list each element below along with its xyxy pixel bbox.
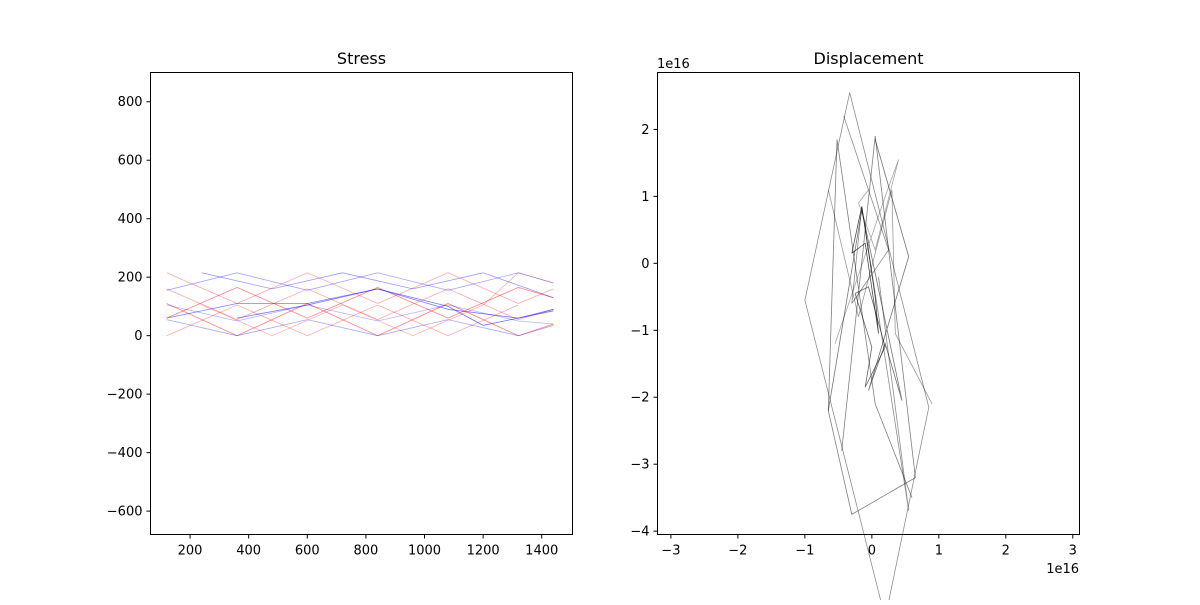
stress-y-tick-label: −200 [107,388,143,403]
displacement-series-7 [854,286,886,388]
displacement-axes: Displacement −3 −2 −1 0 1 2 3 −4 −3 −2 −1 0 1 2 1e16… [630,49,1080,605]
displacement-series-5 [843,115,910,512]
stress-series-4 [166,303,554,337]
stress-x-tick-label: 600 [295,544,320,559]
displacement-series-8 [834,159,899,344]
displacement-y-tick-label: 0 [641,257,649,272]
stress-series-8 [166,304,554,325]
displacement-x-tick-label: −3 [661,544,680,559]
stress-x-tick-label: 1400 [525,544,558,559]
stress-x-tick-label: 1200 [467,544,500,559]
displacement-series-3 [851,206,879,334]
displacement-title: Displacement [814,49,924,68]
stress-x-tick-label: 1000 [408,544,441,559]
stress-series-1 [166,304,519,337]
stress-x-tick-label: 400 [236,544,261,559]
stress-y-tick-label: 200 [118,271,143,286]
stress-series-5 [166,288,554,321]
displacement-plot-lines [804,92,933,605]
stress-y-tick-label: −400 [107,446,143,461]
stress-y-tick-label: 600 [118,154,143,169]
stress-y-tick-label: 400 [118,212,143,227]
stress-x-tick-label: 800 [353,544,378,559]
stress-series-12 [236,288,554,326]
stress-series-10 [166,319,554,337]
displacement-series-1 [804,92,930,605]
displacement-x-tick-label: 1 [935,544,943,559]
stress-y-ticks: −600 −400 −200 0 200 400 600 800 [107,95,151,520]
displacement-y-tick-label: −3 [630,458,649,473]
stress-y-tick-label: −600 [107,505,143,520]
displacement-y-tick-label: −2 [630,391,649,406]
stress-title: Stress [337,49,386,68]
stress-y-tick-label: 0 [134,329,142,344]
displacement-frame [657,72,1080,535]
displacement-y-tick-label: 1 [641,190,649,205]
stress-frame [150,72,573,535]
stress-series-3 [166,286,554,319]
displacement-series-6 [827,189,933,405]
displacement-x-tick-label: −1 [795,544,814,559]
stress-y-tick-label: 800 [118,95,143,110]
displacement-x-tick-label: 2 [1002,544,1010,559]
displacement-x-tick-label: 3 [1069,544,1077,559]
stress-series-7 [166,272,554,291]
displacement-y-tick-label: −4 [630,525,649,540]
stress-axes: Stress 200 400 600 800 1000 1200 1400 −600 −400… [107,49,573,559]
displacement-y-offset-label: 1e16 [657,57,690,72]
displacement-x-tick-label: 0 [868,544,876,559]
stress-series-11 [201,272,554,299]
displacement-y-tick-label: −1 [630,324,649,339]
stress-x-ticks: 200 400 600 800 1000 1200 1400 [178,534,558,559]
stress-plot-lines [166,272,554,337]
displacement-series-4 [827,139,910,411]
displacement-x-ticks: −3 −2 −1 0 1 2 3 [661,534,1077,559]
displacement-x-offset-label: 1e16 [1046,562,1079,577]
displacement-y-tick-label: 2 [641,123,649,138]
stress-series-6 [201,272,554,337]
displacement-x-tick-label: −2 [728,544,747,559]
stress-x-tick-label: 200 [178,544,203,559]
displacement-series-2 [827,136,916,516]
displacement-y-ticks: −4 −3 −2 −1 0 1 2 [630,123,658,540]
